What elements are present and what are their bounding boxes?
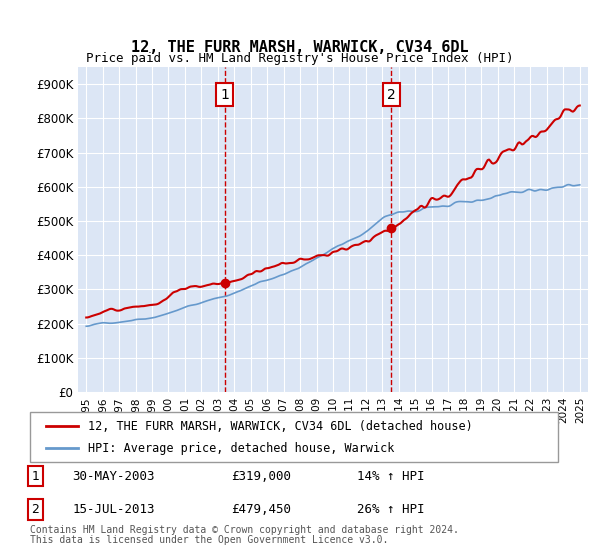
Text: 12, THE FURR MARSH, WARWICK, CV34 6DL: 12, THE FURR MARSH, WARWICK, CV34 6DL (131, 40, 469, 55)
Text: 1: 1 (31, 470, 39, 483)
Text: 12, THE FURR MARSH, WARWICK, CV34 6DL (detached house): 12, THE FURR MARSH, WARWICK, CV34 6DL (d… (88, 420, 473, 433)
Text: Contains HM Land Registry data © Crown copyright and database right 2024.: Contains HM Land Registry data © Crown c… (30, 525, 459, 535)
Text: 2: 2 (387, 87, 395, 101)
Text: HPI: Average price, detached house, Warwick: HPI: Average price, detached house, Warw… (88, 442, 394, 455)
FancyBboxPatch shape (30, 412, 558, 462)
Text: This data is licensed under the Open Government Licence v3.0.: This data is licensed under the Open Gov… (30, 535, 388, 545)
Text: £319,000: £319,000 (230, 470, 290, 483)
Text: 2: 2 (31, 503, 39, 516)
Text: Price paid vs. HM Land Registry's House Price Index (HPI): Price paid vs. HM Land Registry's House … (86, 52, 514, 66)
Text: 30-MAY-2003: 30-MAY-2003 (72, 470, 155, 483)
Text: 1: 1 (220, 87, 229, 101)
Text: £479,450: £479,450 (230, 503, 290, 516)
Text: 26% ↑ HPI: 26% ↑ HPI (358, 503, 425, 516)
Text: 15-JUL-2013: 15-JUL-2013 (72, 503, 155, 516)
Text: 14% ↑ HPI: 14% ↑ HPI (358, 470, 425, 483)
